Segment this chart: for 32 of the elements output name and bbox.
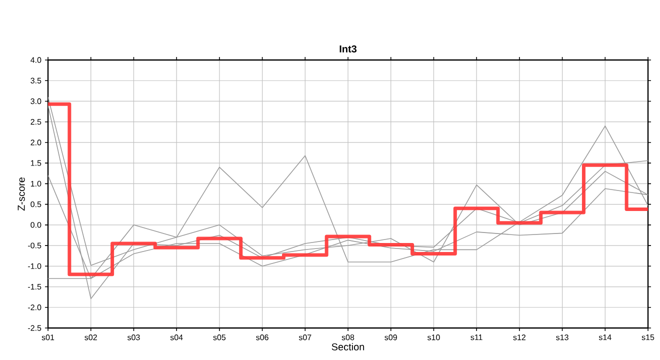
y-tick-label: -0.5 [28,242,42,248]
y-tick-label: 1.0 [30,180,42,187]
y-tick-label: 1.5 [30,160,42,166]
y-tick-label: 0.0 [30,222,42,228]
x-tick-label: s15 [642,334,654,340]
y-tick-label: -2.5 [28,325,42,331]
x-tick-label: s05 [213,334,226,340]
x-tick-label: s11 [470,334,482,340]
y-tick-label: 3.0 [30,98,42,104]
y-tick-label: 4.0 [30,57,42,63]
x-tick-label: s12 [513,334,526,340]
y-tick-label: 2.5 [30,119,42,125]
y-tick-label: -1.0 [28,263,42,269]
y-tick-label: -1.5 [28,284,42,290]
chart-title: Int3 [340,45,357,52]
y-axis-title: Z-score [18,178,25,211]
x-tick-label: s13 [556,334,568,340]
y-tick-label: 3.5 [30,78,42,84]
x-tick-label: s14 [598,334,612,340]
x-axis-title: Section [332,343,364,350]
x-tick-label: s06 [256,334,268,340]
x-tick-label: s09 [384,334,397,340]
y-tick-label: 2.0 [30,140,42,146]
x-tick-label: s07 [298,334,312,340]
x-tick-label: s04 [170,334,183,340]
x-tick-label: s10 [427,334,440,340]
y-tick-label: -2.0 [28,304,42,310]
y-tick-label: 0.5 [30,201,42,208]
x-tick-label: s02 [84,334,97,340]
x-tick-label: s08 [342,334,354,340]
x-tick-label: s03 [127,334,140,340]
x-tick-label: s01 [42,334,54,340]
